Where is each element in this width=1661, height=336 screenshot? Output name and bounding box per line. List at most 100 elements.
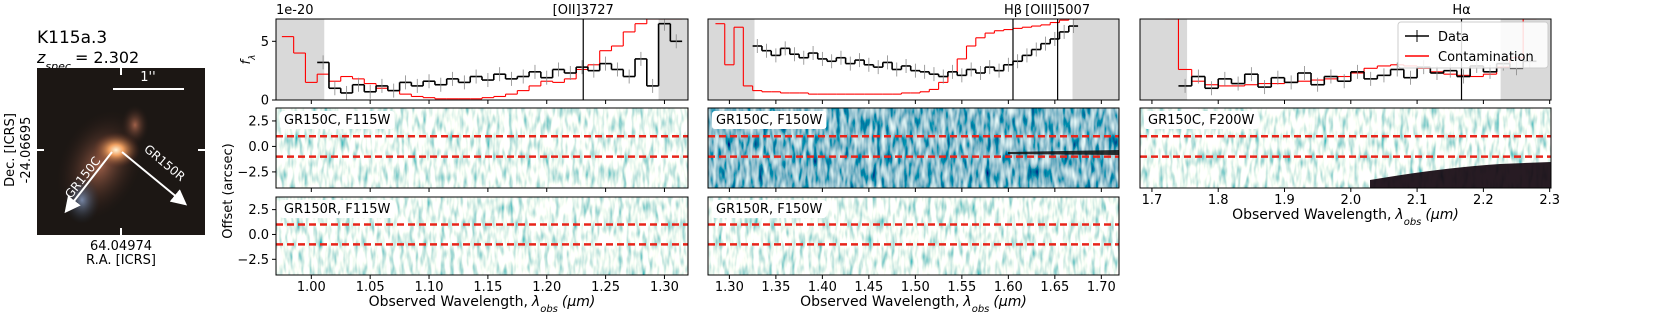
offset-text: 1e-20 — [276, 3, 314, 18]
x-axis-label-part: λ — [1394, 207, 1403, 223]
x-tick-label: 2.2 — [1473, 193, 1494, 208]
x-axis-label-part: Observed Wavelength, — [800, 294, 959, 310]
x-tick-label: 1.55 — [947, 280, 976, 295]
x-axis-label: Observed Wavelength, λobs (μm) — [1232, 207, 1459, 228]
x-axis-label-part: (μm) — [993, 294, 1026, 310]
emission-line-label: [OII]3727 — [553, 3, 614, 18]
panel-label: GR150R, F150W — [716, 202, 823, 217]
x-tick-label: 1.10 — [415, 280, 444, 295]
frame — [707, 18, 1120, 101]
x-tick-label: 1.05 — [356, 280, 385, 295]
masked-region — [276, 19, 325, 100]
y-tick-label: 5 — [261, 35, 269, 50]
panel-label: GR150C, F150W — [716, 113, 823, 128]
x-tick-label: 1.60 — [994, 280, 1023, 295]
x-axis-label-part: λ — [531, 294, 540, 310]
x-axis-label-part: obs — [972, 304, 990, 315]
x-tick-label: 1.9 — [1274, 193, 1295, 208]
emission-line-label: [OIII]5007 — [1025, 3, 1090, 18]
object-name: K115a.3 — [37, 28, 107, 48]
x-axis-label: Observed Wavelength, λobs (μm) — [800, 294, 1027, 315]
y-tick-label: 0.0 — [248, 228, 269, 243]
x-tick-label: 2.0 — [1340, 193, 1361, 208]
frame — [275, 196, 689, 276]
frame — [1139, 107, 1552, 189]
x-axis-label-part: obs — [540, 304, 558, 315]
masked-region — [1140, 19, 1188, 100]
dispersion-arrow — [64, 151, 113, 214]
dispersion-arrow — [121, 151, 188, 206]
x-axis-label-part: Observed Wavelength, — [1232, 207, 1391, 223]
x-tick-label: 1.45 — [854, 280, 883, 295]
x-tick-label: 1.20 — [532, 280, 561, 295]
x-tick-label: 1.40 — [808, 280, 837, 295]
x-axis-label-part: obs — [1404, 217, 1422, 228]
frame — [275, 107, 689, 189]
panel-label: GR150R, F115W — [284, 202, 391, 217]
x-tick-label: 1.50 — [901, 280, 930, 295]
x-tick-label: 1.7 — [1142, 193, 1163, 208]
masked-region — [1072, 19, 1119, 100]
y-tick-label: 2.5 — [248, 114, 269, 129]
legend-label: Data — [1438, 30, 1469, 45]
scale-label: 1'' — [140, 70, 155, 85]
x-axis-label-part: λ — [962, 294, 971, 310]
x-axis-label-part: (μm) — [1425, 207, 1458, 223]
galaxy-core — [92, 132, 140, 168]
x-tick-label: 1.30 — [650, 280, 679, 295]
emission-line-label: Hα — [1452, 3, 1470, 18]
redshift-value: = 2.302 — [75, 48, 139, 67]
x-tick-label: 1.65 — [1040, 280, 1069, 295]
y-tick-label: 2.5 — [248, 203, 269, 218]
cutout: K115a.3 zspec = 2.302 1'' GR150C GR150R D… — [3, 28, 205, 268]
x-tick-label: 1.15 — [473, 280, 502, 295]
frame — [1139, 18, 1552, 101]
panel-label-box — [712, 200, 827, 218]
y-axis-label: fλ — [239, 55, 258, 65]
y-tick-label: −2.5 — [237, 165, 269, 180]
x-axis-label-part: Observed Wavelength, — [369, 294, 528, 310]
x-tick-label: 1.70 — [1087, 280, 1116, 295]
frame — [707, 196, 1120, 276]
emission-line-label: Hβ — [1004, 3, 1022, 18]
frame — [275, 18, 689, 101]
y-axis-label-part: f — [239, 57, 254, 64]
panel-label-box — [712, 111, 827, 129]
step-connector — [328, 23, 672, 93]
dec-label: Dec. [ICRS] — [3, 113, 18, 187]
panel-label-box — [1144, 111, 1259, 129]
x-axis-label: Observed Wavelength, λobs (μm) — [369, 294, 596, 315]
legend-box — [1397, 21, 1549, 69]
x-tick-label: 1.00 — [297, 280, 326, 295]
y-tick-label: −2.5 — [237, 253, 269, 268]
contaminant — [1370, 162, 1551, 188]
x-axis-label-part: (μm) — [562, 294, 595, 310]
plot-background — [708, 19, 1119, 100]
dark-trace — [1008, 150, 1119, 155]
x-tick-label: 2.1 — [1407, 193, 1428, 208]
plot-background — [276, 19, 688, 100]
dec-tick: -24.06695 — [19, 117, 34, 184]
masked-region — [708, 19, 755, 100]
x-tick-label: 1.25 — [591, 280, 620, 295]
y-axis-label: Offset (arcsec) — [221, 143, 236, 238]
ra-tick: 64.04974 — [90, 239, 152, 254]
frame — [707, 107, 1120, 189]
x-tick-label: 1.8 — [1208, 193, 1229, 208]
masked-region — [658, 19, 688, 100]
x-tick-label: 1.35 — [761, 280, 790, 295]
panel-label: GR150C, F200W — [1148, 113, 1255, 128]
panel — [708, 19, 1119, 100]
legend-label: Contamination — [1438, 50, 1534, 65]
panel — [276, 19, 688, 100]
x-tick-label: 2.3 — [1539, 193, 1560, 208]
x-tick-label: 1.30 — [715, 280, 744, 295]
y-tick-label: 0.0 — [248, 140, 269, 155]
panel-label-box — [280, 200, 395, 218]
panel-label: GR150C, F115W — [284, 113, 391, 128]
step-connector — [761, 26, 1070, 77]
y-tick-label: 0 — [261, 94, 269, 109]
ra-label: R.A. [ICRS] — [86, 253, 156, 268]
y-axis-label-part: λ — [248, 55, 258, 61]
